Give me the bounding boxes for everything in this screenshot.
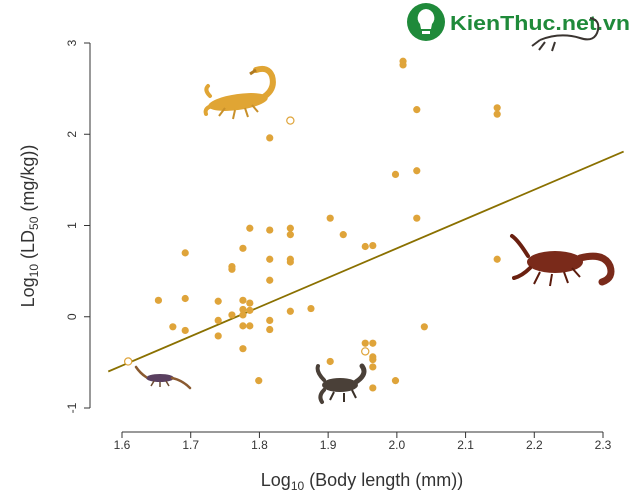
x-tick-label: 1.6 [114, 438, 131, 452]
x-tick-label: 2.3 [595, 438, 612, 452]
data-point [369, 363, 377, 371]
data-point [361, 339, 369, 347]
x-tick-label: 1.8 [251, 438, 268, 452]
data-point [239, 322, 247, 330]
data-point [246, 306, 254, 314]
data-point [246, 299, 254, 307]
data-point [239, 244, 247, 252]
data-point [369, 384, 377, 392]
y-axis-title: Log10 (LD50 (mg/kg)) [18, 145, 41, 308]
data-point [266, 134, 274, 142]
y-tick-label: 1 [65, 222, 79, 229]
x-axis-title: Log10 (Body length (mm)) [261, 470, 463, 493]
data-point [369, 356, 377, 364]
data-point [181, 294, 189, 303]
data-point [369, 339, 377, 347]
data-point [266, 255, 274, 263]
data-point [239, 311, 247, 319]
data-point [391, 377, 400, 385]
data-point [420, 323, 428, 331]
data-point [255, 377, 263, 385]
data-point [214, 297, 222, 305]
scorpion-red-illustration [510, 234, 615, 287]
data-point [181, 249, 189, 257]
y-tick-label: -1 [65, 402, 79, 413]
data-point [413, 167, 421, 175]
lightbulb-glyph [417, 9, 435, 34]
data-point [266, 316, 274, 324]
x-tick-label: 1.7 [182, 438, 199, 452]
y-tick-label: 0 [65, 313, 79, 320]
data-point [413, 106, 421, 114]
site-logo[interactable]: KienThuc.net.vn [407, 3, 630, 41]
y-tick-label: 3 [65, 39, 79, 46]
data-point [246, 322, 254, 330]
data-point [154, 296, 163, 304]
data-point [326, 357, 334, 366]
data-point [239, 296, 247, 304]
regression-line [107, 150, 624, 373]
logo-text: KienThuc.net.vn [450, 13, 630, 35]
scorpion-yellow-illustration [203, 65, 276, 120]
data-point-open [286, 116, 295, 125]
data-point [228, 265, 236, 273]
data-point [286, 307, 294, 315]
data-point [181, 326, 189, 335]
data-point [413, 214, 421, 222]
data-point [228, 311, 236, 319]
y-tick-label: 2 [65, 131, 79, 138]
x-tick-label: 1.9 [320, 438, 337, 452]
data-point [326, 214, 334, 222]
scorpion-dark-top-illustration [531, 17, 600, 52]
data-point [361, 242, 369, 251]
data-point [286, 258, 294, 266]
data-point [239, 305, 247, 314]
data-point [399, 61, 407, 69]
data-point [493, 110, 501, 118]
x-axis-ticks: 1.6 1.7 1.8 1.9 2.0 2.1 2.2 2.3 [114, 432, 612, 452]
data-point [266, 325, 274, 334]
x-tick-label: 2.0 [389, 438, 406, 452]
data-points [123, 57, 501, 392]
data-point [493, 255, 501, 263]
x-tick-label: 2.2 [526, 438, 543, 452]
data-point [266, 226, 274, 234]
x-tick-label: 2.1 [457, 438, 474, 452]
data-point [239, 345, 247, 353]
data-point [214, 316, 222, 324]
data-point [307, 304, 315, 313]
data-point [214, 332, 222, 340]
scorpion-black-illustration [315, 363, 367, 404]
data-point-open [361, 347, 370, 356]
data-point-open [123, 357, 133, 366]
data-point [391, 170, 400, 178]
data-point [169, 323, 177, 331]
data-point [286, 231, 294, 239]
scorpion-small-illustration [134, 365, 192, 390]
data-point [266, 276, 274, 284]
data-point [286, 224, 294, 232]
data-point [339, 231, 347, 239]
data-point [246, 224, 254, 232]
axes [89, 43, 603, 433]
data-point [493, 104, 501, 112]
data-point [369, 241, 377, 250]
y-axis-ticks: -1 0 1 2 3 [65, 39, 90, 413]
